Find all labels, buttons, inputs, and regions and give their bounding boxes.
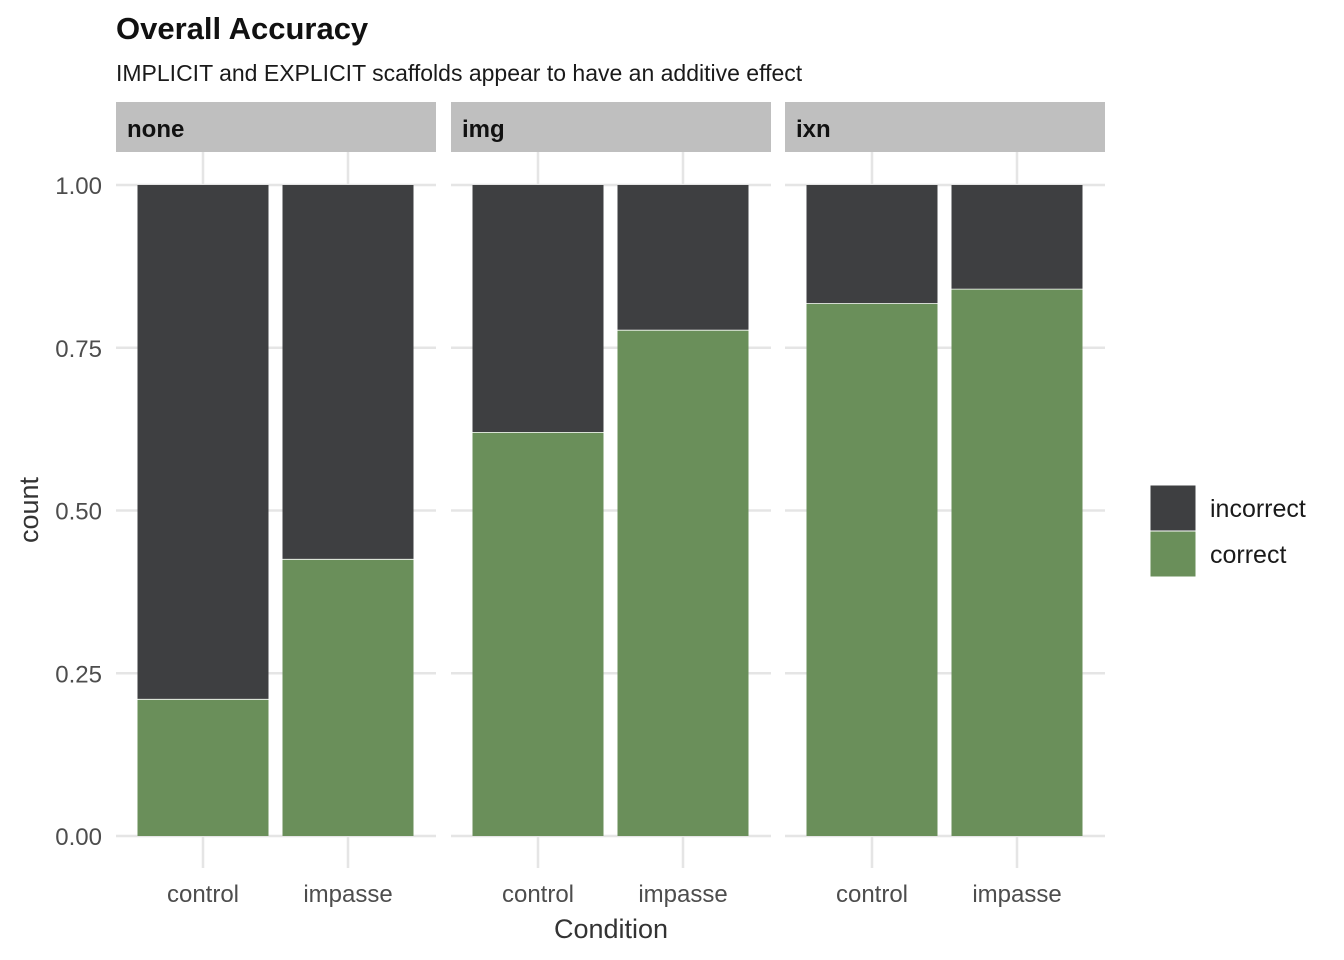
facet-panels: none control impasse img control impasse ixn co…: [116, 102, 1105, 908]
bar-correct-none-control: [137, 699, 269, 836]
bar-correct-ixn-impasse: [951, 289, 1083, 836]
x-tick-label: control: [502, 881, 574, 908]
bar-correct-img-impasse: [617, 330, 749, 836]
facet-strip-label: img: [462, 116, 505, 143]
facet-strip: [451, 102, 771, 152]
legend-label-incorrect: incorrect: [1210, 495, 1306, 523]
x-tick-label: control: [167, 881, 239, 908]
facet-panel-ixn: ixn control impasse: [785, 102, 1105, 908]
bar-incorrect-img-control: [472, 185, 604, 433]
chart-title: Overall Accuracy: [116, 11, 369, 46]
bar-incorrect-none-impasse: [282, 185, 414, 560]
legend: incorrect correct: [1149, 484, 1306, 578]
chart-subtitle: IMPLICIT and EXPLICIT scaffolds appear t…: [116, 60, 803, 86]
bar-correct-img-control: [472, 432, 604, 836]
y-tick-label: 1.00: [55, 173, 102, 200]
bar-incorrect-img-impasse: [617, 185, 749, 331]
x-tick-label: impasse: [638, 881, 727, 908]
y-tick-label: 0.50: [55, 499, 102, 526]
bar-incorrect-ixn-control: [806, 185, 938, 304]
x-tick-label: control: [836, 881, 908, 908]
facet-panel-img: img control impasse: [451, 102, 771, 908]
x-tick-label: impasse: [303, 881, 392, 908]
facet-strip-label: ixn: [796, 116, 831, 143]
bar-incorrect-ixn-impasse: [951, 185, 1083, 290]
legend-key-incorrect: [1149, 484, 1197, 532]
facet-strip-label: none: [127, 116, 184, 143]
y-tick-label: 0.25: [55, 661, 102, 688]
x-axis-title: Condition: [554, 914, 668, 944]
bar-correct-none-impasse: [282, 559, 414, 836]
y-tick-label: 0.00: [55, 824, 102, 851]
facet-panel-none: none control impasse: [116, 102, 436, 908]
bar-incorrect-none-control: [137, 185, 269, 700]
y-axis-title: count: [14, 476, 44, 543]
bar-correct-ixn-control: [806, 303, 938, 836]
facet-strip: [785, 102, 1105, 152]
y-tick-label: 0.75: [55, 336, 102, 363]
legend-key-correct: [1149, 530, 1197, 578]
x-tick-label: impasse: [972, 881, 1061, 908]
legend-label-correct: correct: [1210, 541, 1286, 569]
y-axis-ticks: 0.00 0.25 0.50 0.75 1.00: [55, 173, 102, 851]
facet-strip: [116, 102, 436, 152]
